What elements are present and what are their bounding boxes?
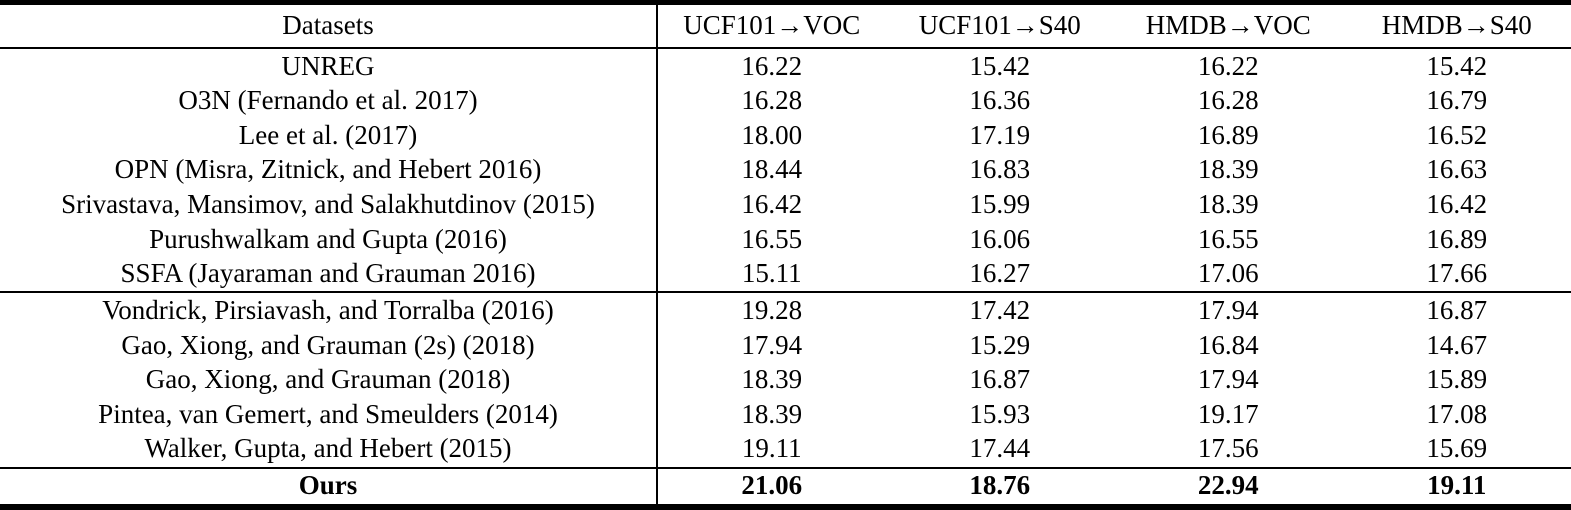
value-cell: 15.42 bbox=[969, 50, 1031, 81]
value-cell: 18.39 bbox=[1197, 154, 1259, 185]
row-label-cell: UNREG bbox=[0, 48, 658, 84]
value-cell: 15.89 bbox=[1426, 364, 1488, 395]
value-cell: 16.87 bbox=[969, 364, 1031, 395]
row-label-cell: Gao, Xiong, and Grauman (2018) bbox=[0, 362, 658, 398]
value-cell: 16.89 bbox=[1426, 223, 1488, 254]
row-label-cell: OPN (Misra, Zitnick, and Hebert 2016) bbox=[0, 152, 658, 188]
value-cell: 16.42 bbox=[741, 188, 803, 219]
column-header-datasets: Datasets bbox=[0, 2, 658, 49]
table-row: UNREG 16.22 15.42 16.22 15.42 bbox=[0, 48, 1571, 84]
row-label-cell: Purushwalkam and Gupta (2016) bbox=[0, 222, 658, 257]
value-cell: 19.17 bbox=[1197, 398, 1259, 429]
header-row: Datasets UCF101→VOC UCF101→S40 HMDB→VOC … bbox=[0, 2, 1571, 49]
value-cell: 16.06 bbox=[969, 223, 1031, 254]
value-cell: 19.28 bbox=[657, 291, 886, 329]
value-cell: 17.56 bbox=[1197, 433, 1259, 464]
row-label-cell: Pintea, van Gemert, and Smeulders (2014) bbox=[0, 397, 658, 432]
value-cell: 17.44 bbox=[969, 433, 1031, 464]
table-row: SSFA (Jayaraman and Grauman 2016) 15.11 16… bbox=[0, 256, 1571, 293]
table-row: Vondrick, Pirsiavash, and Torralba (2016… bbox=[0, 291, 1571, 329]
row-label-cell: Vondrick, Pirsiavash, and Torralba (2016… bbox=[0, 291, 658, 329]
value-cell: 18.44 bbox=[741, 154, 803, 185]
value-cell: 15.99 bbox=[969, 188, 1031, 219]
value-cell: 17.42 bbox=[885, 291, 1114, 329]
column-header-hmdb-voc: HMDB→VOC bbox=[1114, 2, 1343, 49]
column-header-ucf101-voc: UCF101→VOC bbox=[657, 2, 886, 49]
value-cell: 16.87 bbox=[1342, 291, 1571, 329]
table-row: Srivastava, Mansimov, and Salakhutdinov … bbox=[0, 187, 1571, 223]
value-cell: 17.19 bbox=[969, 119, 1031, 150]
value-cell: 16.27 bbox=[969, 258, 1031, 289]
value-cell: 16.79 bbox=[1426, 85, 1488, 116]
value-cell: 16.36 bbox=[969, 85, 1031, 116]
value-cell: 16.84 bbox=[1197, 329, 1259, 360]
row-label-cell: SSFA (Jayaraman and Grauman 2016) bbox=[0, 256, 658, 293]
table-row: Purushwalkam and Gupta (2016) 16.55 16.06 1… bbox=[0, 222, 1571, 257]
row-label-cell: Ours bbox=[0, 466, 658, 507]
column-header-ucf101-s40: UCF101→S40 bbox=[885, 2, 1114, 49]
value-cell: 15.11 bbox=[741, 258, 802, 289]
value-cell: 22.94 bbox=[1114, 466, 1343, 507]
row-label-cell: Walker, Gupta, and Hebert (2015) bbox=[0, 431, 658, 468]
value-cell: 15.93 bbox=[969, 398, 1031, 429]
value-cell: 18.39 bbox=[741, 398, 803, 429]
row-label-cell: Gao, Xiong, and Grauman (2s) (2018) bbox=[0, 328, 658, 363]
value-cell: 16.28 bbox=[741, 85, 803, 116]
value-cell: 19.11 bbox=[741, 433, 802, 464]
table-row: Ours 21.06 18.76 22.94 19.11 bbox=[0, 466, 1571, 507]
value-cell: 17.94 bbox=[741, 329, 803, 360]
value-cell: 18.39 bbox=[1197, 188, 1259, 219]
table-row: Lee et al. (2017) 18.00 17.19 16.89 16.52 bbox=[0, 118, 1571, 153]
column-header-hmdb-s40: HMDB→S40 bbox=[1342, 2, 1571, 49]
table-row: OPN (Misra, Zitnick, and Hebert 2016) 18.… bbox=[0, 152, 1571, 188]
value-cell: 16.22 bbox=[741, 50, 803, 81]
value-cell: 16.55 bbox=[741, 223, 803, 254]
value-cell: 17.94 bbox=[1114, 291, 1343, 329]
value-cell: 18.39 bbox=[741, 364, 803, 395]
value-cell: 18.00 bbox=[741, 119, 803, 150]
value-cell: 16.63 bbox=[1426, 154, 1488, 185]
value-cell: 19.11 bbox=[1342, 466, 1571, 507]
table-row: Walker, Gupta, and Hebert (2015) 19.11 17.… bbox=[0, 431, 1571, 468]
value-cell: 16.42 bbox=[1426, 188, 1488, 219]
value-cell: 15.29 bbox=[969, 329, 1031, 360]
value-cell: 15.42 bbox=[1426, 50, 1488, 81]
row-label-cell: Srivastava, Mansimov, and Salakhutdinov … bbox=[0, 187, 658, 223]
row-label-cell: O3N (Fernando et al. 2017) bbox=[0, 83, 658, 119]
value-cell: 18.76 bbox=[885, 466, 1114, 507]
value-cell: 17.06 bbox=[1197, 258, 1259, 289]
value-cell: 17.66 bbox=[1426, 258, 1488, 289]
table-row: Pintea, van Gemert, and Smeulders (2014)… bbox=[0, 397, 1571, 432]
value-cell: 17.94 bbox=[1197, 364, 1259, 395]
value-cell: 16.22 bbox=[1197, 50, 1259, 81]
value-cell: 16.28 bbox=[1197, 85, 1259, 116]
value-cell: 16.89 bbox=[1197, 119, 1259, 150]
value-cell: 17.08 bbox=[1426, 398, 1488, 429]
value-cell: 16.55 bbox=[1197, 223, 1259, 254]
value-cell: 15.69 bbox=[1426, 433, 1488, 464]
table-row: Gao, Xiong, and Grauman (2018) 18.39 16.87… bbox=[0, 362, 1571, 398]
row-label-cell: Lee et al. (2017) bbox=[0, 118, 658, 153]
table-row: O3N (Fernando et al. 2017) 16.28 16.36 16.2… bbox=[0, 83, 1571, 119]
value-cell: 16.83 bbox=[969, 154, 1031, 185]
table-body: UNREG 16.22 15.42 16.22 15.42 O3N (Fernando e… bbox=[0, 48, 1571, 507]
value-cell: 16.52 bbox=[1426, 119, 1488, 150]
value-cell: 14.67 bbox=[1426, 329, 1488, 360]
table-row: Gao, Xiong, and Grauman (2s) (2018) 17.94… bbox=[0, 328, 1571, 363]
value-cell: 21.06 bbox=[657, 466, 886, 507]
